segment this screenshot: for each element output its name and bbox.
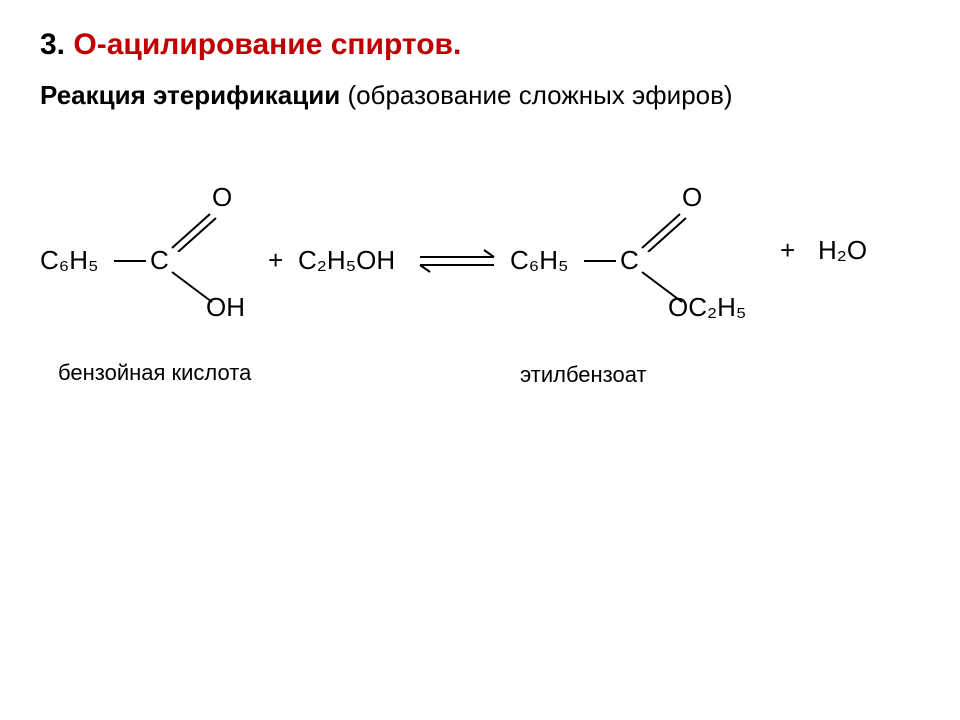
- oxygen-atom: O: [212, 182, 232, 213]
- double-bond-icon: [168, 208, 218, 252]
- single-bond: [112, 258, 148, 264]
- title-text: О-ацилирование спиртов.: [73, 28, 461, 61]
- ethanol-formula: C₂H₅OH: [298, 245, 395, 276]
- phenyl-group: C₆H₅: [40, 245, 99, 276]
- title-number: 3.: [40, 28, 65, 61]
- ethyl-benzoate-structure: C₆H₅ C O OC₂H₅: [510, 190, 760, 330]
- water-formula: H₂O: [818, 235, 867, 266]
- plus-sign: +: [780, 235, 795, 266]
- ethyl-benzoate-label: этилбензоат: [520, 362, 647, 388]
- phenyl-group: C₆H₅: [510, 245, 569, 276]
- benzoic-acid-label: бензойная кислота: [58, 360, 251, 386]
- title: 3. О-ацилирование спиртов.: [40, 28, 920, 62]
- reaction-equation: C₆H₅ C O OH + C₂H₅OH: [40, 190, 920, 390]
- double-bond-icon: [638, 208, 688, 252]
- oxygen-atom: O: [682, 182, 702, 213]
- carbon-atom: C: [620, 245, 639, 276]
- carbon-atom: C: [150, 245, 169, 276]
- subtitle-rest: (образование сложных эфиров): [340, 80, 732, 110]
- benzoic-acid-structure: C₆H₅ C O OH: [40, 190, 250, 330]
- slide: 3. О-ацилирование спиртов. Реакция этери…: [0, 0, 960, 720]
- single-bond: [582, 258, 618, 264]
- ethoxy-group: OC₂H₅: [668, 292, 746, 323]
- subtitle-bold: Реакция этерификации: [40, 80, 340, 110]
- hydroxyl-group: OH: [206, 292, 245, 323]
- equilibrium-arrow-icon: [412, 248, 502, 274]
- subtitle: Реакция этерификации (образование сложны…: [40, 80, 920, 111]
- plus-sign: +: [268, 245, 283, 276]
